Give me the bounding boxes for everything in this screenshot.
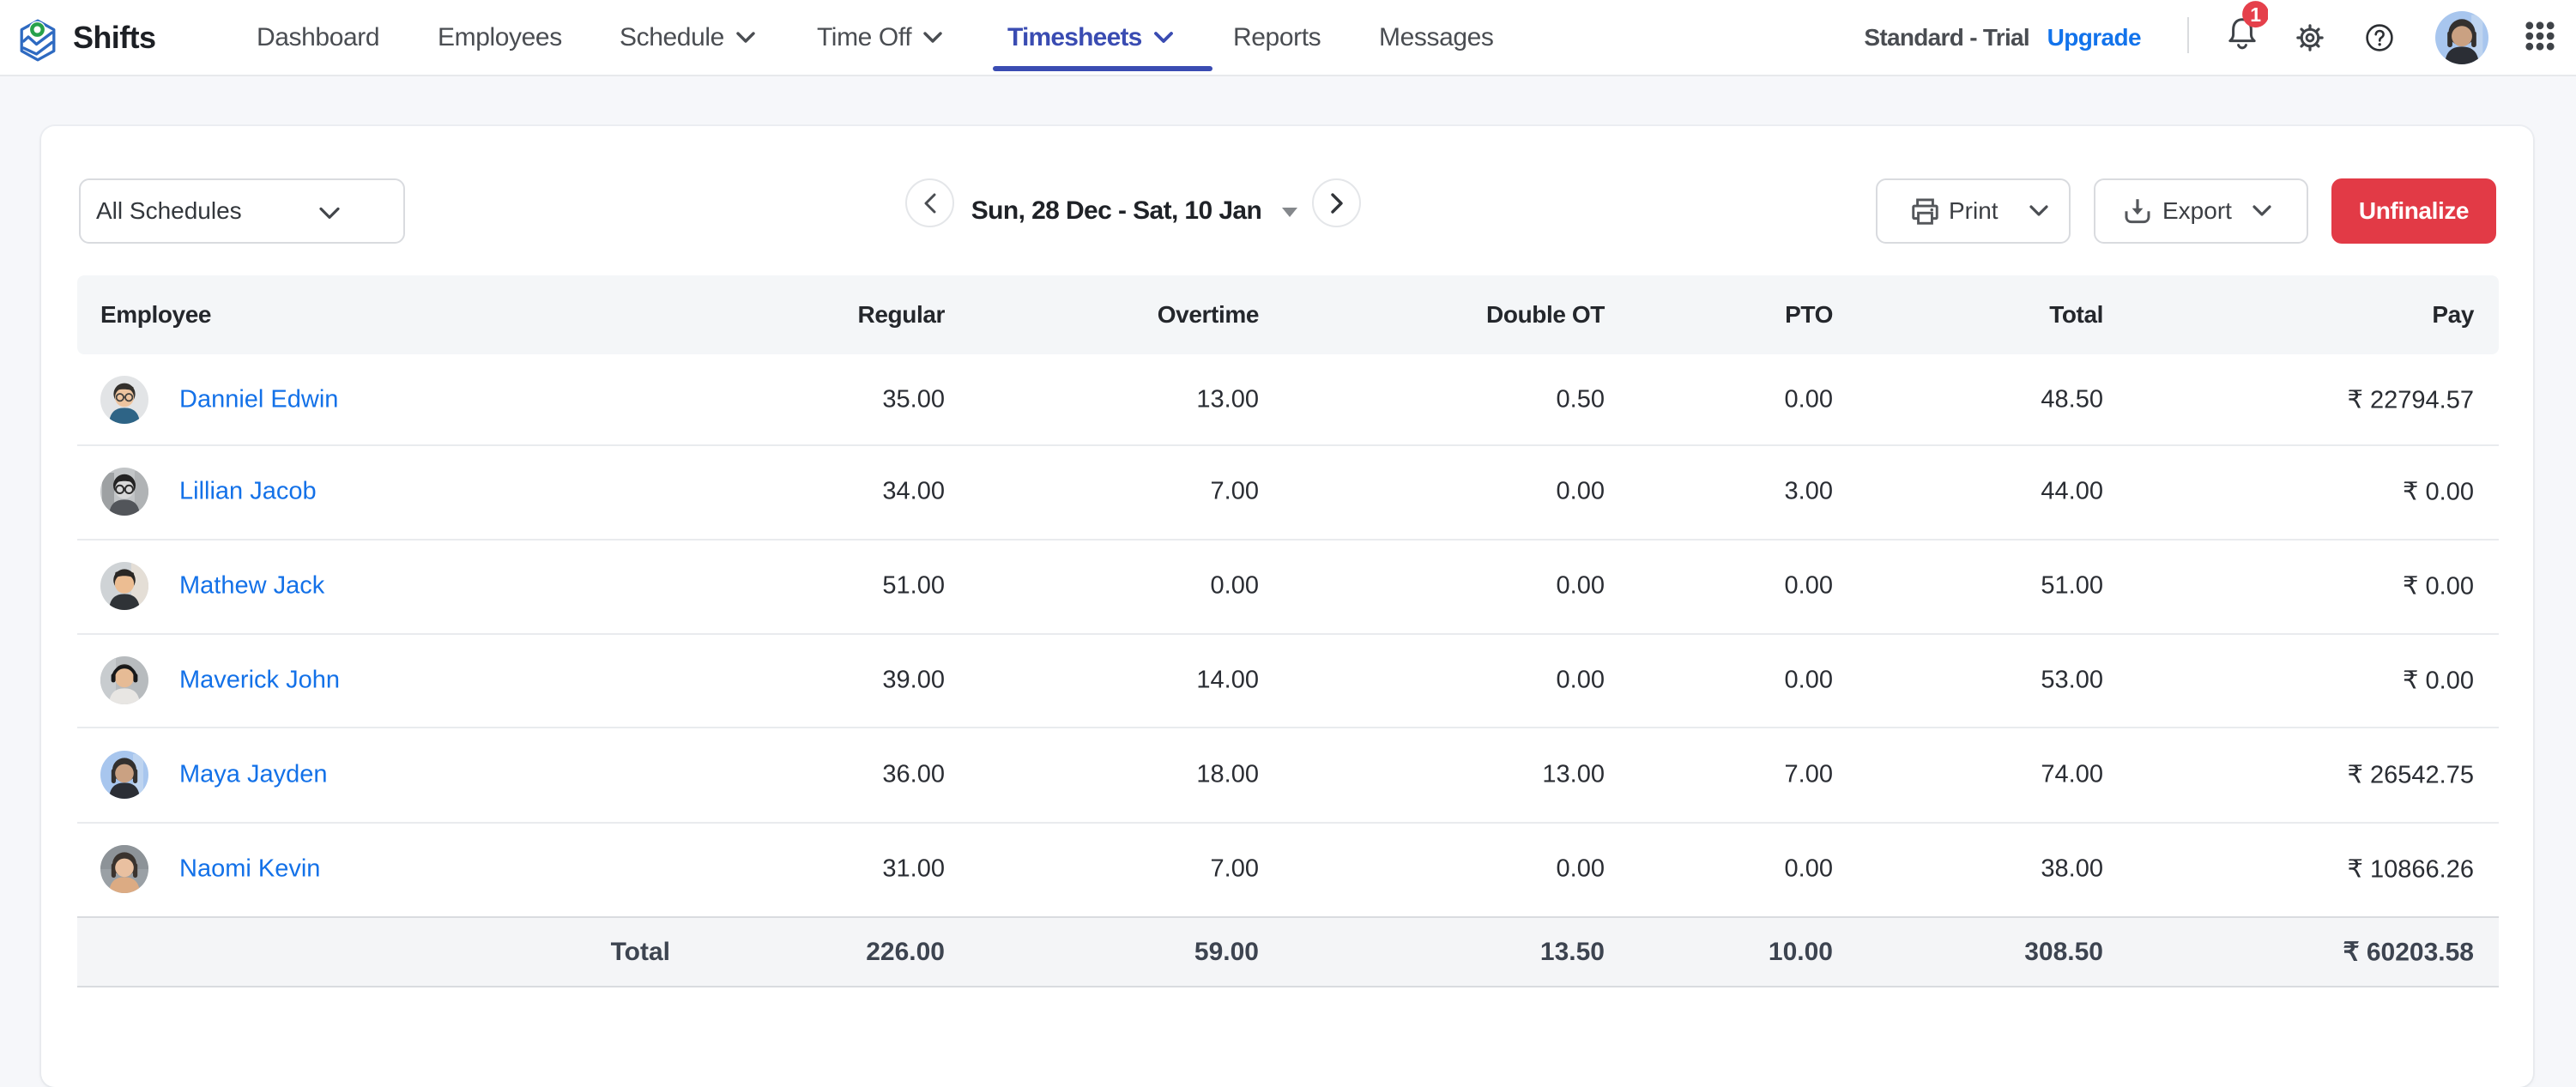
svg-text:1: 1 (2250, 3, 2261, 26)
